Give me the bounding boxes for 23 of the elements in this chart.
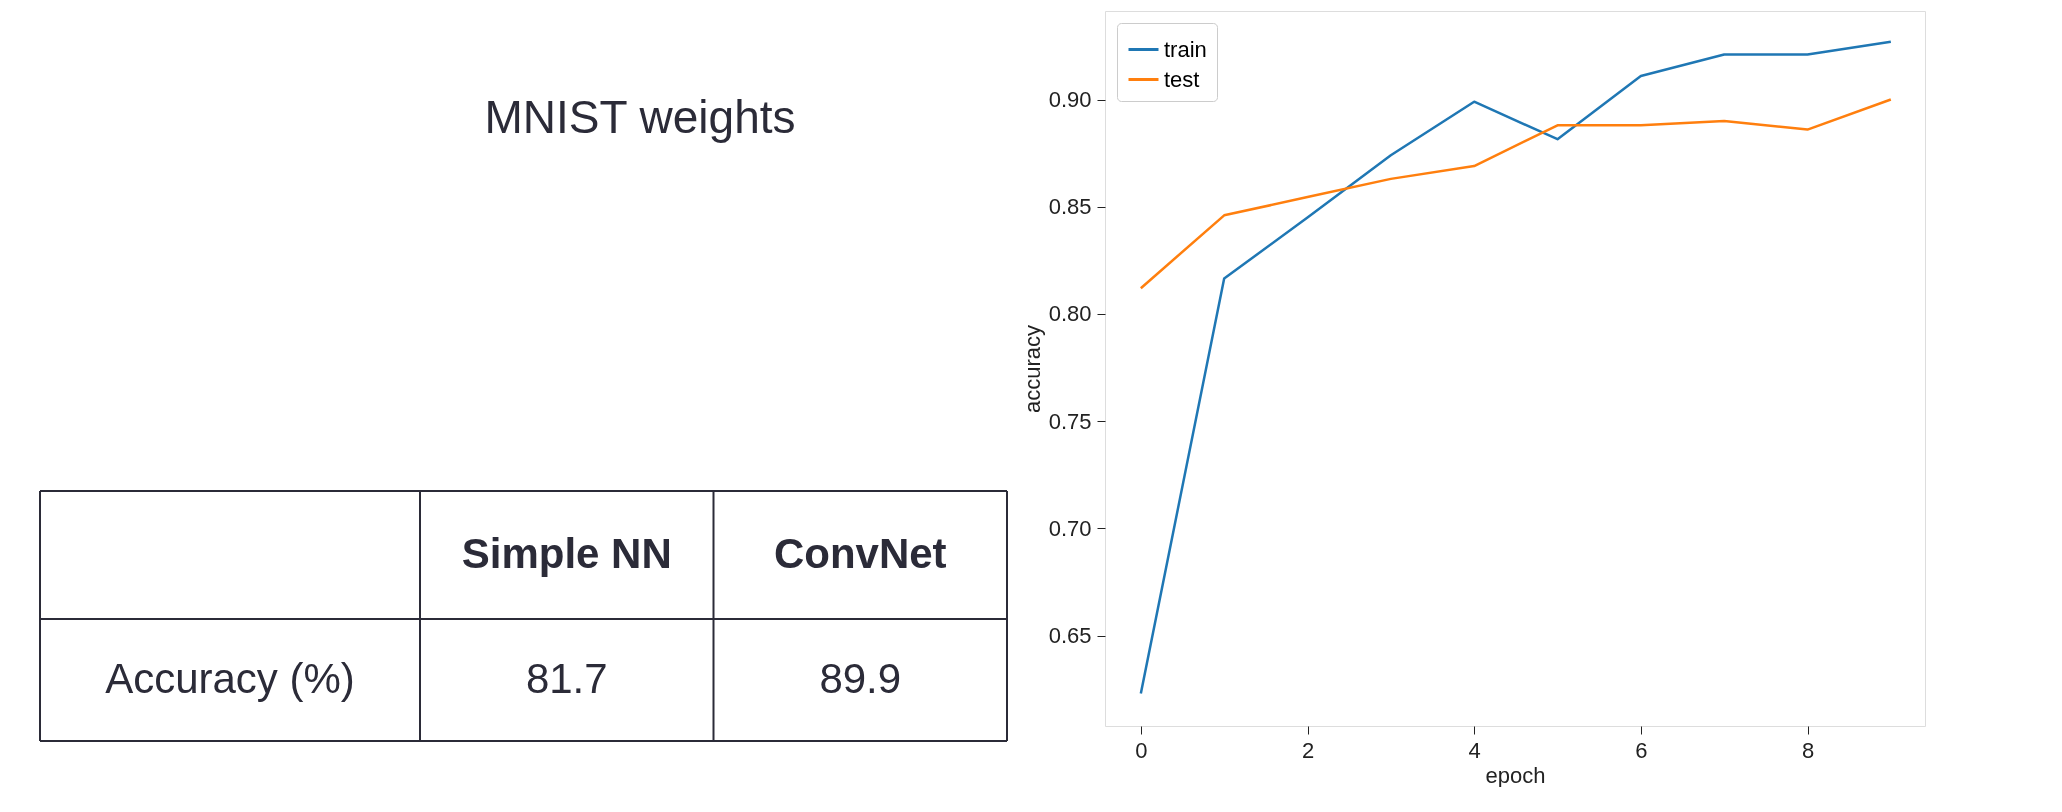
data-label: 89.9 — [819, 655, 902, 702]
x-tick-label: 6 — [1635, 737, 1648, 763]
data-label: 81.7 — [525, 655, 608, 702]
x-tick-label: 2 — [1301, 737, 1315, 763]
category-label: ConvNet — [773, 530, 947, 577]
text: MNIST weights — [484, 91, 796, 143]
x-tick-label: 4 — [1468, 737, 1481, 763]
category-label: Simple NN — [461, 530, 672, 577]
y-tick-label: 0.80 — [1048, 301, 1092, 327]
y-axis-title: accuracy — [1019, 324, 1045, 414]
y-tick-label: 0.70 — [1048, 515, 1092, 541]
x-tick-label: 8 — [1801, 737, 1815, 763]
y-tick-label: 0.90 — [1048, 87, 1092, 113]
y-tick-label: 0.75 — [1048, 408, 1092, 434]
line-series — [1139, 40, 1893, 695]
x-axis-title: epoch — [1485, 762, 1546, 788]
y-tick-label: 0.65 — [1048, 623, 1092, 649]
text: Accuracy (%) — [105, 655, 355, 702]
legend-label: test — [1164, 66, 1200, 92]
legend-label: train — [1164, 36, 1207, 62]
y-tick-label: 0.85 — [1048, 194, 1092, 220]
x-tick-label: 0 — [1135, 737, 1148, 763]
line-series — [1139, 98, 1893, 290]
